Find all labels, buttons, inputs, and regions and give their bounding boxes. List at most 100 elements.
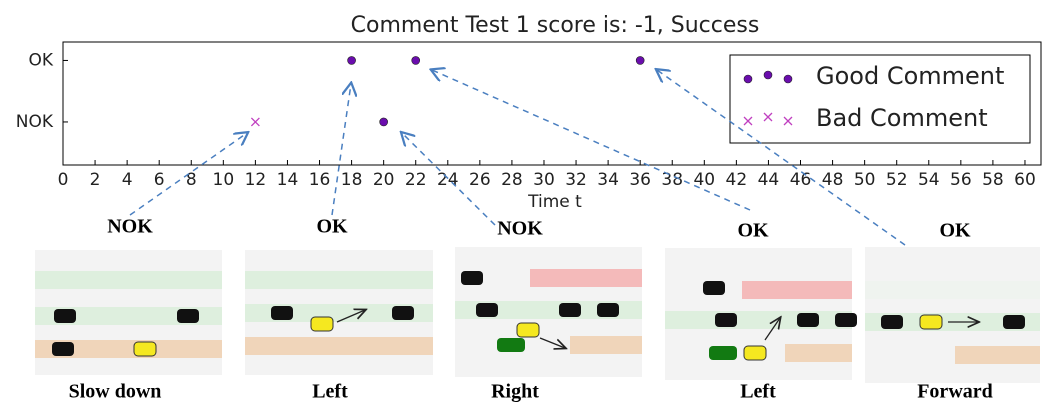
x-tick-label: 26 <box>469 170 491 190</box>
car <box>1003 315 1025 329</box>
x-tick-label: 10 <box>213 170 235 190</box>
x-tick-label: 54 <box>918 170 940 190</box>
lane <box>955 346 1040 364</box>
x-tick-label: 34 <box>597 170 619 190</box>
legend-marker <box>763 70 773 80</box>
panel-label: NOK <box>107 216 153 238</box>
legend-box <box>729 54 1031 144</box>
x-tick-label: 6 <box>154 170 165 190</box>
car <box>559 303 581 317</box>
panel-label: OK <box>316 216 348 238</box>
panel-caption: Forward <box>917 381 993 403</box>
x-tick-label: 52 <box>886 170 908 190</box>
plot-frame <box>62 41 1042 166</box>
lane <box>570 336 642 354</box>
legend-marker <box>783 116 793 126</box>
x-tick-label: 46 <box>790 170 812 190</box>
lane <box>35 340 222 358</box>
car <box>797 313 819 327</box>
move-arrow <box>539 337 565 348</box>
legend-label: Good Comment <box>816 62 1004 90</box>
lane <box>35 307 222 325</box>
car <box>743 345 767 361</box>
car <box>715 313 737 327</box>
car <box>835 313 857 327</box>
x-tick-label: 4 <box>122 170 133 190</box>
x-tick-label: 8 <box>186 170 197 190</box>
car <box>709 346 737 360</box>
x-tick-label: 36 <box>629 170 651 190</box>
scene-panel <box>865 247 1040 383</box>
panel-label: OK <box>939 220 971 242</box>
x-tick-label: 16 <box>309 170 331 190</box>
lane <box>530 269 642 287</box>
x-tick-label: 60 <box>1014 170 1036 190</box>
x-tick-label: 40 <box>693 170 715 190</box>
arrow <box>331 84 351 216</box>
x-axis-label: Time t <box>527 192 582 212</box>
x-tick-label: 44 <box>758 170 780 190</box>
x-tick-label: 56 <box>950 170 972 190</box>
car <box>497 338 525 352</box>
x-tick-label: 24 <box>437 170 459 190</box>
car <box>597 303 619 317</box>
x-tick-label: 32 <box>565 170 587 190</box>
car <box>516 322 540 338</box>
scene-panel <box>455 247 642 377</box>
point <box>635 56 645 65</box>
x-tick-label: 2 <box>90 170 101 190</box>
lane <box>785 344 852 362</box>
car <box>461 271 483 285</box>
legend-label: Bad Comment <box>816 104 988 132</box>
y-tick-label: OK <box>28 50 53 70</box>
car <box>476 303 498 317</box>
legend-marker <box>743 74 753 84</box>
arrow <box>129 133 247 216</box>
x-tick-label: 58 <box>982 170 1004 190</box>
lane <box>665 311 852 329</box>
lane <box>245 271 433 289</box>
car <box>919 314 943 330</box>
car <box>392 306 414 320</box>
chart-title: Comment Test 1 score is: -1, Success <box>351 13 760 38</box>
panel-caption: Left <box>312 381 348 403</box>
point <box>379 117 388 127</box>
legend-marker <box>763 112 773 122</box>
panel-caption: Slow down <box>69 381 162 403</box>
arrow <box>432 70 751 211</box>
panel-label: OK <box>737 220 769 242</box>
panel-caption: Right <box>491 381 539 403</box>
point <box>411 56 421 65</box>
y-tick-label: NOK <box>16 112 54 132</box>
annotation-arrows <box>129 70 906 246</box>
x-tick-label: 42 <box>726 170 748 190</box>
x-tick-label: 20 <box>373 170 395 190</box>
lane <box>742 281 852 299</box>
scene-panel <box>665 248 857 380</box>
x-tick-label: 12 <box>245 170 267 190</box>
legend-marker <box>743 116 753 126</box>
move-arrow <box>764 318 780 341</box>
legend-marker <box>783 74 793 84</box>
lane <box>245 337 433 355</box>
car <box>54 309 76 323</box>
panel-caption: Left <box>740 381 776 403</box>
scene-panel <box>35 250 222 375</box>
move-arrow <box>336 310 365 323</box>
x-tick-label: 14 <box>277 170 299 190</box>
point <box>347 56 356 65</box>
x-tick-label: 18 <box>341 170 363 190</box>
car <box>881 315 903 329</box>
car <box>52 342 74 356</box>
lane <box>865 281 1040 299</box>
scene-panel <box>245 250 433 375</box>
car <box>703 281 725 295</box>
car <box>310 316 334 332</box>
car <box>271 306 293 320</box>
point <box>250 117 260 127</box>
x-tick-label: 48 <box>822 170 844 190</box>
x-tick-label: 0 <box>58 170 69 190</box>
lane <box>35 271 222 289</box>
